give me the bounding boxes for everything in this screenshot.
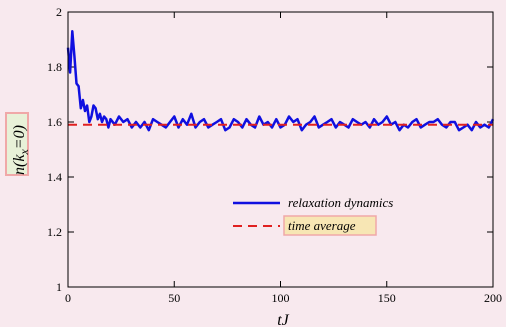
y-axis-ticks: 1 1.2 1.4 1.6 1.8 2 [47,5,493,294]
x-tick-label: 50 [168,291,180,305]
y-tick-label: 1 [56,280,62,294]
x-tick-label: 0 [65,291,71,305]
legend-label-relaxation: relaxation dynamics [288,195,393,210]
y-tick-label: 1.8 [47,60,62,74]
legend: relaxation dynamics time average [233,195,393,236]
x-tick-label: 150 [378,291,396,305]
x-tick-label: 100 [272,291,290,305]
legend-label-highlight [283,215,377,236]
x-axis-ticks: 0 50 100 150 200 [65,12,502,305]
y-axis-title: n(kx=0) [5,112,31,176]
y-tick-label: 1.4 [47,170,62,184]
series-relaxation-dynamics [66,30,495,132]
y-tick-label: 1.6 [47,115,62,129]
y-tick-label: 2 [56,5,62,19]
x-tick-label: 200 [484,291,502,305]
y-tick-label: 1.2 [47,225,62,239]
y-axis-label: n(kx=0) [11,125,31,175]
plot-frame [67,11,494,288]
legend-label-time-average: time average [288,218,356,233]
series-layer [66,30,495,132]
plot-area [68,12,493,287]
y-axis-title-highlight [5,112,29,176]
x-axis-label: tJ [277,312,289,327]
